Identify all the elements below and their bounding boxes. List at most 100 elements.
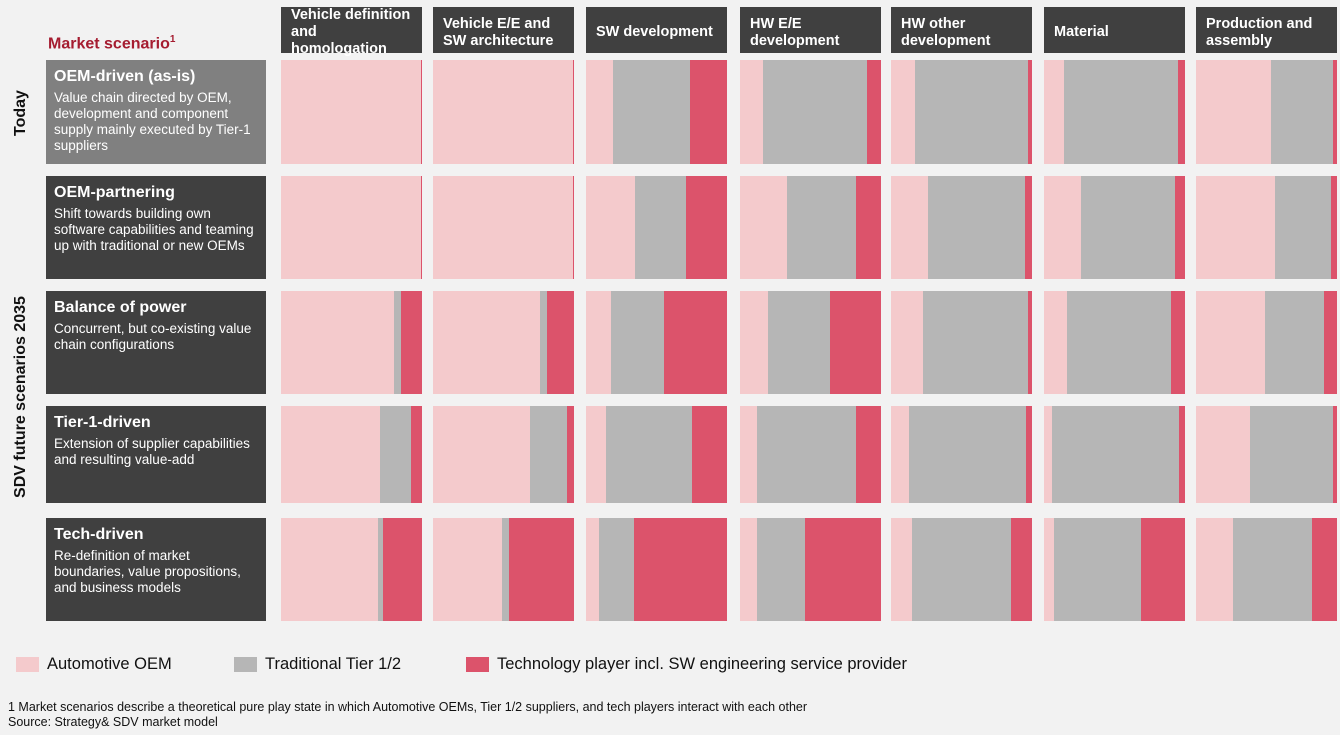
bar-cell-r5-c5	[891, 518, 1032, 621]
segment-oem	[740, 291, 769, 394]
segment-tech	[1332, 60, 1337, 164]
segment-oem	[1196, 176, 1275, 279]
scenario-name: OEM-partnering	[54, 184, 175, 201]
segment-tier	[1080, 176, 1176, 279]
segment-oem	[1044, 60, 1064, 164]
segment-oem	[740, 60, 763, 164]
scenario-description: Value chain directed by OEM, development…	[54, 90, 251, 153]
segment-tier	[378, 518, 383, 621]
segment-oem	[1044, 518, 1054, 621]
bar-cell-r4-c4	[740, 406, 881, 503]
segment-tech	[804, 518, 881, 621]
bar-cell-r2-c6	[1044, 176, 1185, 279]
legend-swatch-tech	[466, 657, 489, 672]
segment-tech	[420, 176, 422, 279]
segment-oem	[1044, 176, 1081, 279]
bar-cell-r3-c4	[740, 291, 881, 394]
bar-cell-r5-c6	[1044, 518, 1185, 621]
scenario-name: Balance of power	[54, 299, 187, 316]
segment-tier	[756, 406, 856, 503]
segment-tier	[379, 406, 411, 503]
segment-tech	[1026, 406, 1032, 503]
segment-oem	[281, 518, 379, 621]
segment-tier	[502, 518, 510, 621]
footnote: 1 Market scenarios describe a theoretica…	[8, 700, 808, 714]
segment-tech	[1141, 518, 1185, 621]
segment-oem	[891, 406, 910, 503]
scenario-description: Re-definition of market boundaries, valu…	[54, 548, 241, 595]
bar-cell-r3-c3	[586, 291, 727, 394]
bar-cell-r1-c5	[891, 60, 1032, 164]
segment-oem	[586, 176, 636, 279]
segment-oem	[891, 176, 928, 279]
bar-cell-r4-c2	[433, 406, 574, 503]
segment-oem	[433, 291, 541, 394]
segment-oem	[891, 291, 924, 394]
segment-tier	[1053, 518, 1142, 621]
scenario-name: OEM-driven (as-is)	[54, 68, 196, 85]
bar-cell-r5-c2	[433, 518, 574, 621]
segment-tier	[914, 60, 1028, 164]
segment-oem	[433, 176, 573, 279]
row-group-label-today: Today	[12, 90, 29, 136]
segment-tech	[1324, 291, 1337, 394]
segment-oem	[891, 518, 913, 621]
column-header-5: HW other development	[891, 7, 1032, 53]
segment-oem	[281, 291, 394, 394]
bar-cell-r4-c6	[1044, 406, 1185, 503]
bar-cell-r1-c7	[1196, 60, 1337, 164]
bar-cell-r1-c4	[740, 60, 881, 164]
segment-tier	[393, 291, 401, 394]
segment-tech	[1027, 60, 1032, 164]
segment-tech	[572, 60, 574, 164]
segment-tier	[611, 291, 664, 394]
segment-tech	[420, 60, 422, 164]
legend-item-tier: Traditional Tier 1/2	[234, 655, 401, 674]
bar-cell-r3-c6	[1044, 291, 1185, 394]
bar-cell-r1-c6	[1044, 60, 1185, 164]
title-footnote-mark: 1	[169, 34, 176, 45]
bar-cell-r3-c2	[433, 291, 574, 394]
segment-tech	[866, 60, 881, 164]
segment-tech	[566, 406, 574, 503]
segment-tech	[410, 406, 422, 503]
scenario-name: Tier-1-driven	[54, 414, 151, 431]
segment-tech	[1010, 518, 1032, 621]
legend-label-tier: Traditional Tier 1/2	[265, 655, 402, 673]
segment-tier	[635, 176, 687, 279]
source: Source: Strategy& SDV market model	[8, 715, 218, 729]
segment-oem	[740, 176, 787, 279]
bar-cell-r1-c2	[433, 60, 574, 164]
bar-cell-r3-c5	[891, 291, 1032, 394]
segment-tier	[1066, 291, 1171, 394]
segment-tier	[927, 176, 1025, 279]
segment-tech	[633, 518, 727, 621]
segment-tech	[686, 176, 727, 279]
segment-tier	[1270, 60, 1333, 164]
segment-oem	[1044, 291, 1067, 394]
column-header-6: Material	[1044, 7, 1185, 53]
column-header-7: Production and assembly	[1196, 7, 1337, 53]
segment-tier	[786, 176, 856, 279]
column-header-4: HW E/E development	[740, 7, 881, 53]
segment-tier	[768, 291, 831, 394]
bar-cell-r5-c3	[586, 518, 727, 621]
scenario-box-3: Balance of power Concurrent, but co-exist…	[46, 291, 266, 394]
segment-tier	[756, 518, 805, 621]
segment-tech	[855, 406, 881, 503]
scenario-box-2: OEM-partnering Shift towards building own…	[46, 176, 266, 279]
segment-oem	[586, 60, 613, 164]
bar-cell-r4-c3	[586, 406, 727, 503]
segment-tech	[1177, 60, 1185, 164]
bar-cell-r2-c5	[891, 176, 1032, 279]
bar-cell-r3-c1	[281, 291, 422, 394]
segment-oem	[586, 518, 599, 621]
segment-oem	[586, 406, 606, 503]
scenario-description: Shift towards building own software capa…	[54, 206, 254, 253]
segment-tier	[1232, 518, 1312, 621]
segment-tier	[1274, 176, 1332, 279]
segment-tech	[690, 60, 727, 164]
bar-cell-r2-c4	[740, 176, 881, 279]
scenario-box-1: OEM-driven (as-is) Value chain directed b…	[46, 60, 266, 164]
bar-cell-r4-c7	[1196, 406, 1337, 503]
